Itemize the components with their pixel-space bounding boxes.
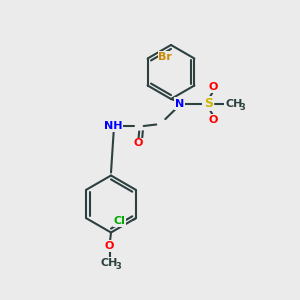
- Text: CH: CH: [225, 98, 242, 109]
- Text: N: N: [175, 98, 184, 109]
- Text: S: S: [204, 97, 213, 110]
- Text: Br: Br: [158, 52, 172, 62]
- Text: O: O: [134, 138, 143, 148]
- Text: O: O: [209, 82, 218, 92]
- Text: NH: NH: [104, 121, 123, 131]
- Text: Cl: Cl: [113, 216, 125, 226]
- Text: CH: CH: [101, 257, 118, 268]
- Text: 3: 3: [115, 262, 121, 271]
- Text: O: O: [209, 115, 218, 125]
- Text: O: O: [105, 241, 114, 251]
- Text: 3: 3: [239, 103, 245, 112]
